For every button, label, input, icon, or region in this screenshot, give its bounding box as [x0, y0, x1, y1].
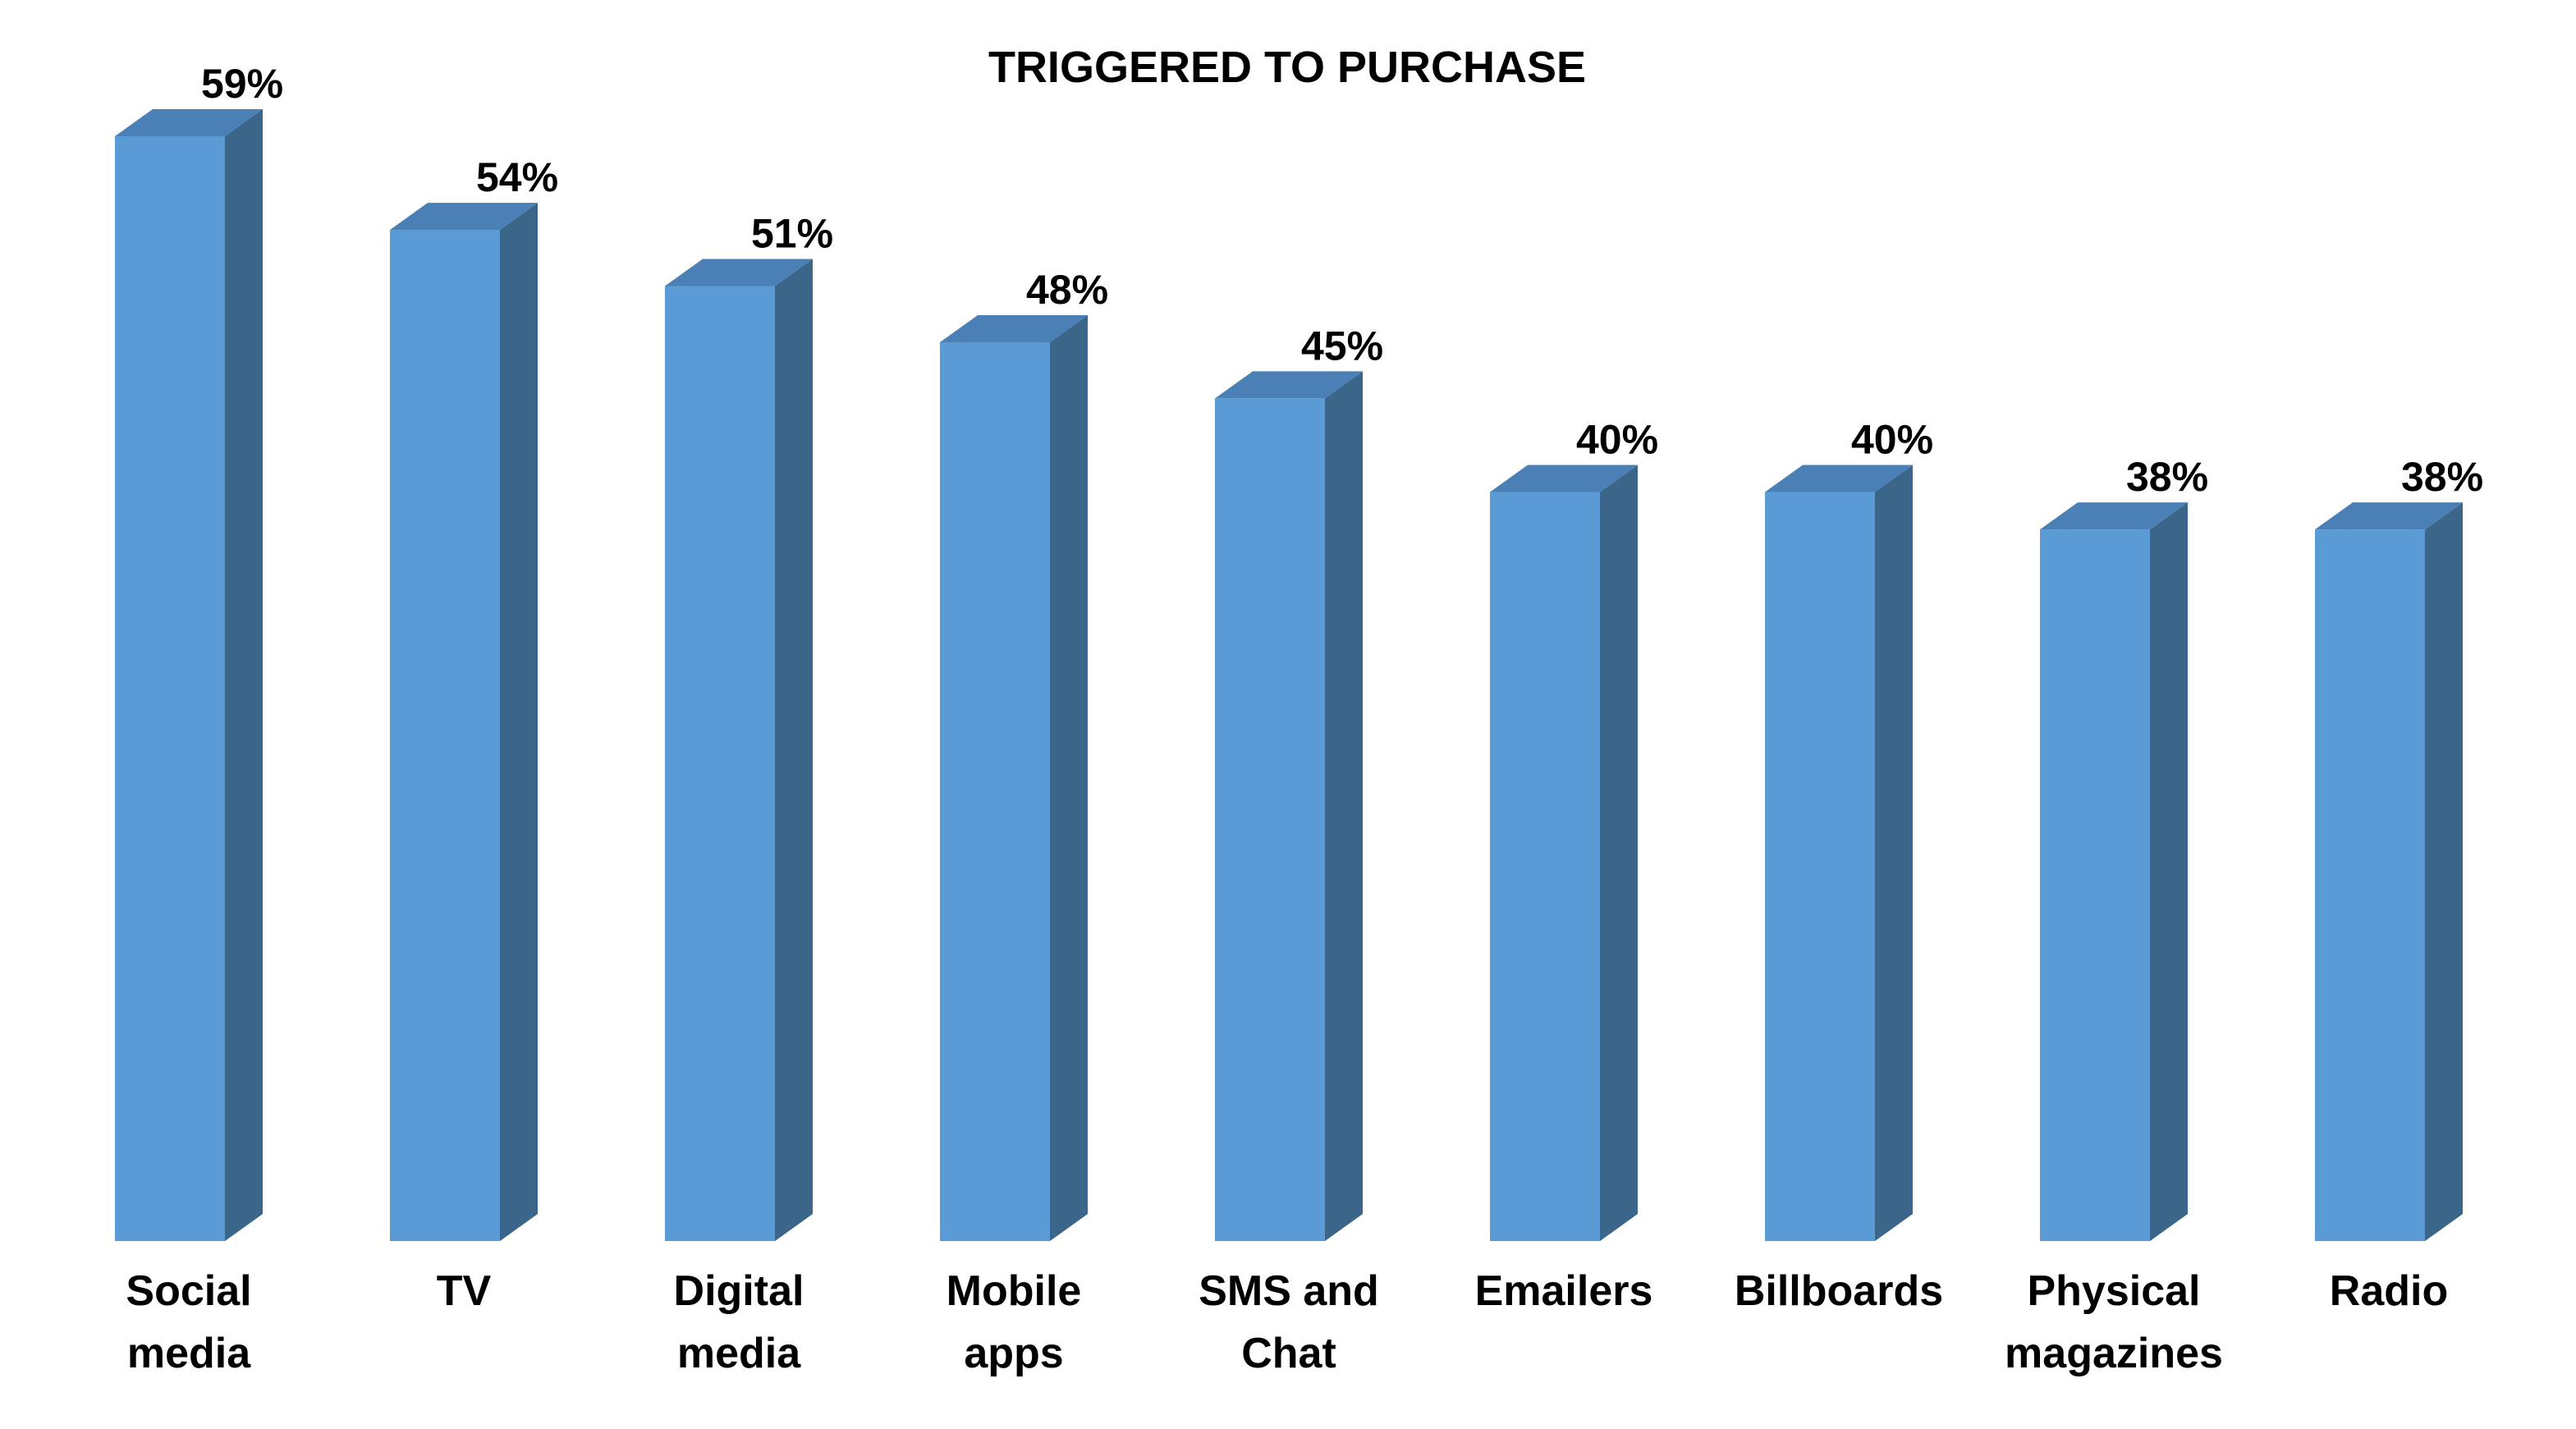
tick-label-line: Emailers [1475, 1267, 1653, 1315]
tick-label-line: media [677, 1330, 801, 1377]
data-label: 38% [2126, 454, 2208, 500]
bar [2040, 502, 2188, 1241]
bar-front [1215, 398, 1325, 1241]
tick-label-line: SMS and [1199, 1267, 1379, 1315]
bar-front [115, 136, 225, 1241]
bar-front [1490, 492, 1600, 1241]
bar [115, 109, 263, 1241]
data-label: 54% [476, 154, 558, 200]
bars-layer [115, 109, 2463, 1242]
bar-front [390, 230, 500, 1241]
bar-front [1765, 492, 1875, 1241]
data-label: 48% [1026, 267, 1108, 313]
bar [665, 259, 813, 1241]
tick-label: SMS and Chat [1199, 1267, 1379, 1377]
bar [2315, 502, 2463, 1241]
data-label: 38% [2401, 454, 2483, 500]
bar-side [225, 109, 263, 1241]
bar-top [940, 314, 1088, 342]
bar-top [2315, 502, 2463, 530]
bar-side [1600, 465, 1638, 1241]
tick-label: Emailers [1475, 1267, 1653, 1315]
bar-top [665, 259, 813, 286]
tick-label-line: magazines [2005, 1330, 2223, 1377]
bar-side [2425, 502, 2463, 1241]
tick-label-line: Physical [2027, 1267, 2200, 1315]
bar [940, 314, 1088, 1241]
tick-label-line: Billboards [1735, 1267, 1943, 1315]
bar-front [2040, 529, 2150, 1241]
bar [390, 203, 538, 1242]
tick-label-line: apps [964, 1330, 1063, 1377]
tick-label-line: Digital [674, 1267, 804, 1315]
tick-label: Social media [126, 1267, 251, 1377]
bar-side [1325, 371, 1363, 1241]
bar-front [2315, 529, 2425, 1241]
bar [1215, 371, 1363, 1241]
bar-top [1765, 465, 1913, 492]
data-label: 40% [1576, 416, 1658, 462]
tick-label-line: Chat [1241, 1330, 1336, 1377]
bar-side [1050, 314, 1088, 1241]
bar-top [1490, 465, 1638, 492]
tick-label-line: Mobile [947, 1267, 1082, 1315]
tick-label-line: TV [437, 1267, 492, 1315]
bar-side [1875, 465, 1913, 1241]
tick-label-line: media [127, 1330, 251, 1377]
bar-top [390, 203, 538, 231]
bar [1490, 465, 1638, 1241]
bar-top [2040, 502, 2188, 530]
tick-label: Physical magazines [2005, 1267, 2223, 1377]
bar-side [2150, 502, 2188, 1241]
data-label: 45% [1301, 323, 1383, 369]
category-labels-layer: Social media TV Digital media Mobile apps SMS a… [126, 1267, 2448, 1377]
bar-top [115, 109, 263, 136]
tick-label: TV [437, 1267, 492, 1315]
tick-label: Radio [2330, 1267, 2448, 1315]
data-label: 40% [1851, 416, 1933, 462]
tick-label-line: Social [126, 1267, 251, 1315]
tick-label: Digital media [674, 1267, 804, 1377]
bar-side [775, 259, 813, 1241]
bar [1765, 465, 1913, 1241]
bar-side [500, 203, 538, 1242]
chart-title: TRIGGERED TO PURCHASE [988, 43, 1586, 92]
tick-label: Billboards [1735, 1267, 1943, 1315]
data-label: 59% [201, 61, 283, 107]
data-label: 51% [751, 211, 833, 257]
value-labels-layer: 59% 54% 51% 48% 45% 40% 40% 38% 38% [201, 61, 2483, 500]
bar-front [940, 341, 1050, 1241]
bar-top [1215, 371, 1363, 399]
bar-front [665, 286, 775, 1241]
tick-label-line: Radio [2330, 1267, 2448, 1315]
tick-label: Mobile apps [947, 1267, 1082, 1377]
